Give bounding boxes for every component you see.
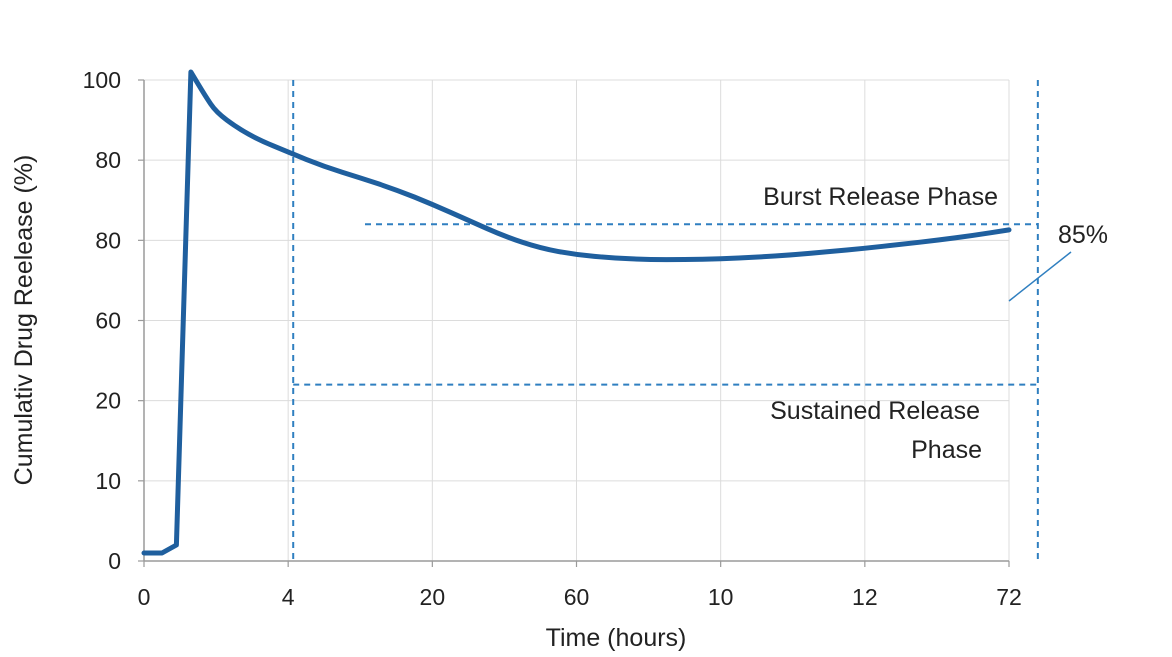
- burst-phase-label: Burst Release Phase: [763, 183, 998, 211]
- release-curve-0: [141, 69, 1012, 556]
- y-axis-title: Cumulativ Drug Reelease (%): [10, 155, 38, 486]
- sustained-phase-label-line1: Sustained Release: [770, 397, 980, 425]
- sustained-phase-label-line2: Phase: [911, 436, 982, 464]
- x-tick-labels: 0 4 20 60 10 12 72: [138, 584, 1022, 610]
- y-tick-label: 80: [95, 147, 121, 173]
- y-tick-label: 100: [83, 67, 121, 93]
- x-tick-label: 60: [564, 584, 590, 610]
- series-lines: [141, 69, 1012, 556]
- x-axis-title: Time (hours): [546, 624, 687, 652]
- endpoint-leader-line: [1008, 251, 1072, 302]
- y-tick-label: 10: [95, 468, 121, 494]
- y-tick-label: 80: [95, 227, 121, 253]
- endpoint-value-label: 85%: [1058, 221, 1108, 249]
- x-tick-label: 4: [282, 584, 295, 610]
- y-tick-label: 60: [95, 308, 121, 334]
- x-tick-label: 12: [852, 584, 878, 610]
- x-tick-label: 72: [996, 584, 1022, 610]
- y-tick-label: 0: [108, 548, 121, 574]
- axes: [138, 79, 1010, 567]
- y-tick-label: 20: [95, 388, 121, 414]
- x-tick-label: 10: [708, 584, 734, 610]
- grid-lines: [144, 79, 1010, 561]
- x-tick-label: 0: [138, 584, 151, 610]
- x-tick-label: 20: [420, 584, 446, 610]
- annotations: Burst Release Phase Sustained Release Ph…: [763, 183, 1108, 464]
- y-tick-labels: 0 10 20 60 80 80 100: [83, 67, 121, 574]
